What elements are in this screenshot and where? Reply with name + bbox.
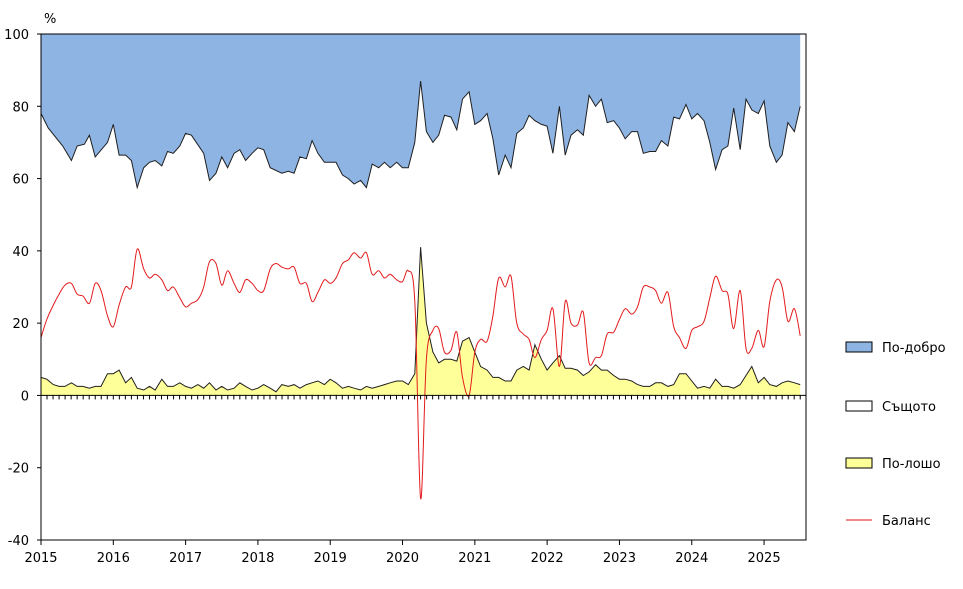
plot-area [40,33,807,541]
legend-label-better: По-добро [882,341,946,356]
y-tick-label: 60 [12,173,29,188]
legend-label-balance: Баланс [882,514,931,529]
legend-item-worse: По-лошо [845,457,941,472]
x-tick-label: 2022 [531,551,564,566]
x-tick-label: 2024 [675,551,708,566]
y-tick-label: -20 [8,462,29,477]
legend-item-same: Същото [845,400,936,415]
y-tick-label: 20 [12,317,29,332]
x-tick-label: 2019 [314,551,347,566]
legend-swatch-same [845,400,873,412]
x-tick-label: 2018 [241,551,274,566]
x-axis: 2015 2016 2017 2018 2019 2020 2021 2022 2023 2024… [24,540,781,566]
series-worse-area [41,247,801,396]
x-tick-label: 2020 [386,551,419,566]
y-tick-label: 0 [21,389,29,404]
y-tick-label: 80 [12,100,29,115]
x-minor-ticks [40,395,801,400]
x-tick-label: 2017 [169,551,202,566]
x-tick-label: 2016 [97,551,130,566]
legend: По-добро Същото По-лошо Баланс [845,341,946,529]
plot-border [40,33,807,541]
legend-item-balance: Баланс [846,514,931,529]
x-tick-label: 2015 [24,551,57,566]
series-balance-line [40,248,801,499]
x-tick-label: 2025 [748,551,781,566]
y-tick-label: 40 [12,245,29,260]
series-better-area [41,34,801,188]
y-axis: -40 -20 0 20 40 60 80 100 [4,28,41,549]
legend-label-same: Същото [882,400,936,415]
legend-label-worse: По-лошо [882,457,941,472]
y-tick-label: 100 [4,28,29,43]
x-tick-label: 2023 [603,551,636,566]
x-tick-label: 2021 [458,551,491,566]
legend-item-better: По-добро [845,341,946,356]
y-tick-label: -40 [8,534,29,549]
legend-swatch-worse [845,457,873,469]
legend-swatch-better [845,341,873,353]
series-worse-boundary [40,247,801,393]
series-better-boundary [40,80,801,190]
y-unit-label: % [44,12,56,27]
